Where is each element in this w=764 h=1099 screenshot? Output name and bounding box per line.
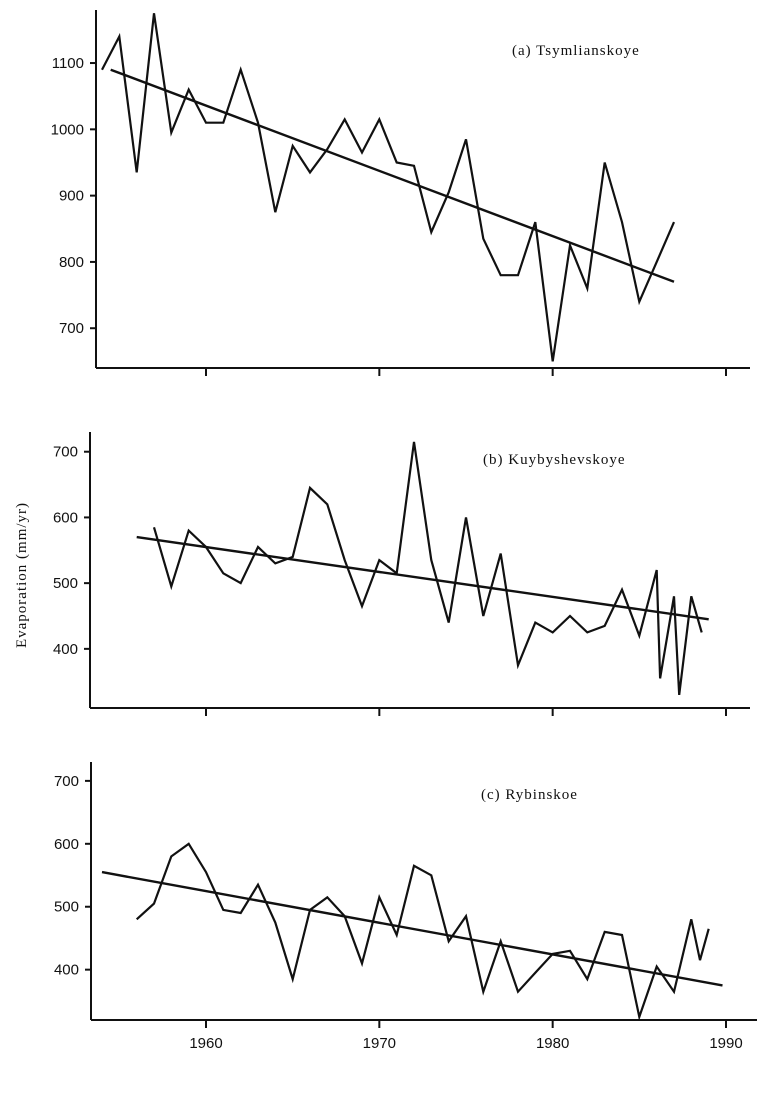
panel-c-rybinskoe: (c) Rybinskoe 400 500 600 700 1960 1970 1980 19…: [54, 762, 757, 1052]
trend-line: [101, 870, 723, 987]
y-tick-label: 400: [53, 641, 78, 658]
y-tick-label: 1000: [51, 121, 84, 138]
trend-line: [136, 535, 709, 621]
panel-a-tsymlianskoye: (a) Tsymlianskoye 700 800 900 1000 1100: [51, 10, 750, 376]
y-axis-label: Evaporation (mm/yr): [14, 502, 30, 648]
y-tick-label: 500: [53, 575, 78, 592]
y-tick-label: 700: [59, 320, 84, 337]
panel-a-title: (a) Tsymlianskoye: [512, 43, 640, 59]
y-tick-label: 600: [53, 509, 78, 526]
x-tick-label: 1980: [536, 1035, 569, 1052]
trend-line: [110, 68, 675, 283]
panel-b-kuybyshevskoye: (b) Kuybyshevskoye 400 500 600 700: [53, 432, 750, 716]
y-tick-label: 700: [54, 773, 79, 790]
x-tick-label: 1960: [189, 1035, 222, 1052]
panel-b-title: (b) Kuybyshevskoye: [483, 452, 626, 468]
panel-c-title: (c) Rybinskoe: [481, 787, 578, 803]
y-tick-label: 800: [59, 254, 84, 271]
evaporation-series-line: [135, 842, 710, 1022]
y-tick-label: 700: [53, 444, 78, 461]
evaporation-series-line: [152, 441, 703, 696]
y-tick-label: 900: [59, 188, 84, 205]
y-tick-label: 600: [54, 836, 79, 853]
y-tick-label: 1100: [52, 55, 84, 72]
evaporation-series-line: [101, 13, 676, 362]
x-tick-label: 1990: [709, 1035, 742, 1052]
x-tick-label: 1970: [363, 1035, 396, 1052]
y-tick-label: 500: [54, 899, 79, 916]
y-tick-label: 400: [54, 962, 79, 979]
